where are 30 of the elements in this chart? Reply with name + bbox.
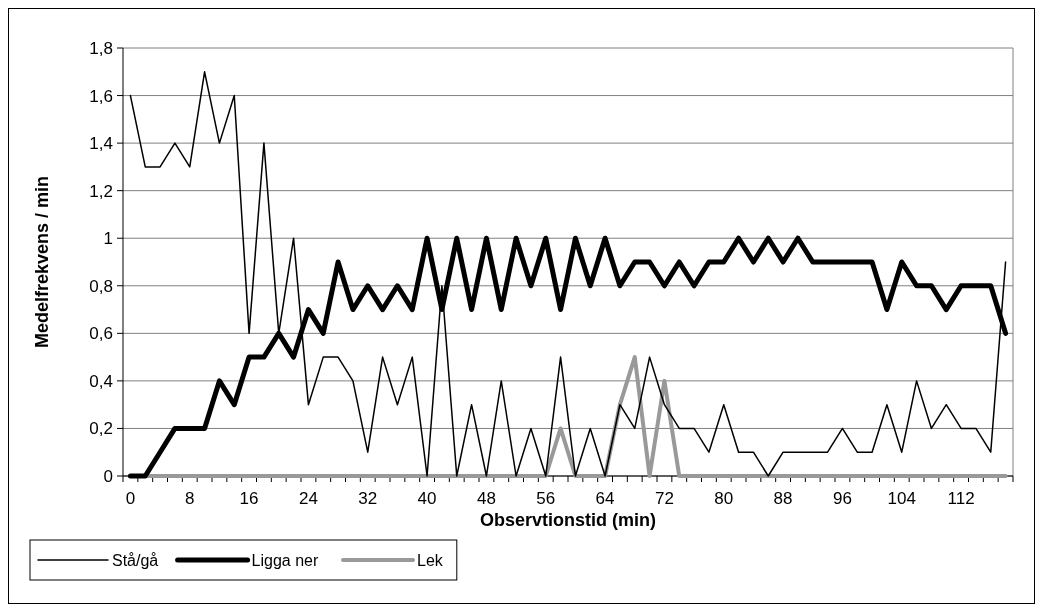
- y-tick-label: 1,4: [89, 134, 113, 154]
- y-tick-label: 1,6: [89, 86, 113, 106]
- y-tick-label: 0,8: [89, 276, 113, 296]
- x-tick-label: 24: [298, 489, 318, 508]
- x-tick-label: 40: [417, 489, 437, 508]
- x-tick-label: 0: [125, 489, 136, 508]
- y-tick-label: 1,8: [89, 39, 113, 58]
- x-tick-label: 104: [887, 489, 916, 508]
- x-tick-label: 16: [239, 489, 259, 508]
- y-tick-label: 1: [103, 229, 113, 249]
- y-tick-label: 0,2: [89, 419, 113, 439]
- y-tick-label: 0: [103, 467, 113, 486]
- x-tick-label: 32: [358, 489, 378, 508]
- x-tick-label: 112: [947, 489, 975, 508]
- legend-label: Stå/gå: [112, 552, 159, 569]
- y-axis-title: Medelfrekvens / min: [32, 175, 52, 349]
- x-tick-label: 48: [476, 489, 496, 508]
- y-tick-label: 0,4: [89, 371, 113, 391]
- x-tick-label: 88: [773, 489, 793, 508]
- x-tick-label: 64: [595, 489, 615, 508]
- legend-label: Ligga ner: [251, 552, 319, 569]
- x-tick-label: 56: [536, 489, 556, 508]
- x-axis-title: Observtionstid (min): [479, 510, 657, 530]
- y-tick-label: 0,6: [89, 324, 113, 344]
- y-tick-label: 1,2: [89, 181, 113, 201]
- x-tick-label: 8: [185, 489, 195, 508]
- legend-label: Lek: [417, 552, 444, 569]
- x-tick-label: 96: [832, 489, 852, 508]
- x-tick-label: 80: [714, 489, 734, 508]
- x-tick-label: 72: [654, 489, 674, 508]
